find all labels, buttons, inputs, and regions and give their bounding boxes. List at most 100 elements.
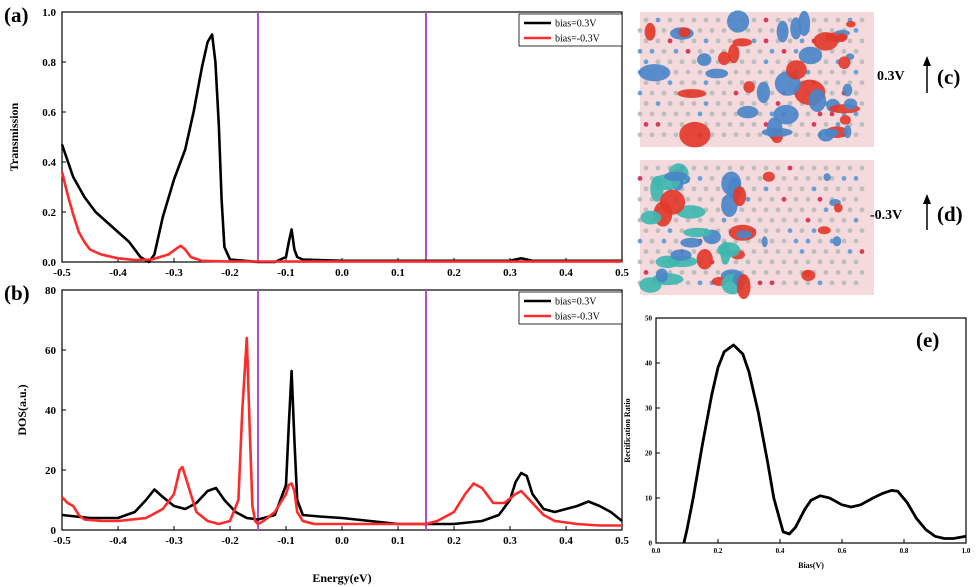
atom [751,270,757,275]
orbital-lobe [846,20,856,28]
y-axis-label: Rectification Ratio [623,398,632,462]
y-tick-label: 0.0 [42,257,56,269]
atom [787,249,793,254]
x-tick-label: 0.4 [559,535,573,547]
orbital-lobe [842,83,853,97]
atom [661,48,667,54]
atom [637,111,643,117]
atom [829,48,835,54]
atom [679,38,685,44]
atom [769,90,775,96]
series-line-1 [682,343,967,544]
atom [739,122,745,127]
atom [679,228,685,234]
legend-label: bias=-0.3V [555,312,601,323]
y-axis-label: DOS(a.u.) [15,384,29,435]
atom [673,111,679,117]
atom [691,59,697,65]
orbital-lobe [728,43,740,64]
x-tick-label: 0.2 [714,547,723,555]
atom [655,122,661,127]
atom [847,249,853,254]
atom [835,228,841,234]
atom [667,249,673,254]
atom [751,59,757,65]
atom [703,80,709,86]
atom [715,270,721,275]
atom [787,270,793,275]
y-tick-label: 0 [649,540,653,548]
atom [823,249,829,254]
legend-box [518,291,623,325]
atom [835,17,841,23]
atom [805,280,811,286]
orbital-lobe [670,249,692,261]
atom [835,122,841,127]
orbital-lobe [843,98,858,110]
y-tick-label: 60 [45,345,57,357]
atom [745,259,751,265]
atom [841,48,847,54]
atom [739,165,745,171]
atom [859,122,865,127]
atom [799,207,805,213]
legend-label: bias=-0.3V [555,34,601,45]
x-tick-label: 0.0 [335,267,349,279]
atom [859,59,865,65]
y-tick-label: 30 [645,405,653,413]
atom [691,80,697,86]
atom [637,259,643,265]
atom [799,228,805,234]
atom [709,28,715,33]
x-tick-label: -0.2 [221,267,239,279]
atom [679,59,685,65]
orbital-lobe [756,81,770,104]
atom [817,69,823,75]
x-tick-label: 0.0 [652,547,661,555]
atom [685,280,691,286]
atom [763,228,769,234]
atom [709,90,715,96]
atom [643,122,649,127]
atom [817,259,823,265]
atom [787,101,793,106]
atom [787,38,793,44]
atom [853,259,859,265]
atom [703,165,709,171]
atom [817,111,823,117]
x-tick-label: 0.0 [335,535,349,547]
atom [775,207,781,213]
atom [649,132,655,138]
series-line-1 [60,33,622,264]
x-tick-label: 0.1 [391,267,405,279]
atom [847,186,853,192]
atom [847,207,853,213]
atom [661,90,667,96]
atom [757,69,763,75]
y-axis-label: Transmission [7,102,21,171]
atom [793,176,799,181]
atom [859,165,865,171]
atom [709,132,715,138]
atom [655,249,661,254]
x-axis-label: Energy(eV) [312,571,371,585]
orbital-lobe [838,56,851,69]
atom [721,217,727,223]
atom [739,101,745,106]
atom [853,217,859,223]
x-tick-label: -0.1 [277,267,294,279]
atom [769,28,775,33]
arrow-up-icon [923,194,931,204]
atom [715,207,721,213]
atom [745,69,751,75]
atom [793,217,799,223]
y-tick-label: 20 [45,465,57,477]
orbital-lobe [732,38,753,47]
atom [649,90,655,96]
atom [853,132,859,138]
orbital-lobe [644,22,656,41]
atom [811,122,817,127]
atom [667,122,673,127]
atom [751,17,757,23]
